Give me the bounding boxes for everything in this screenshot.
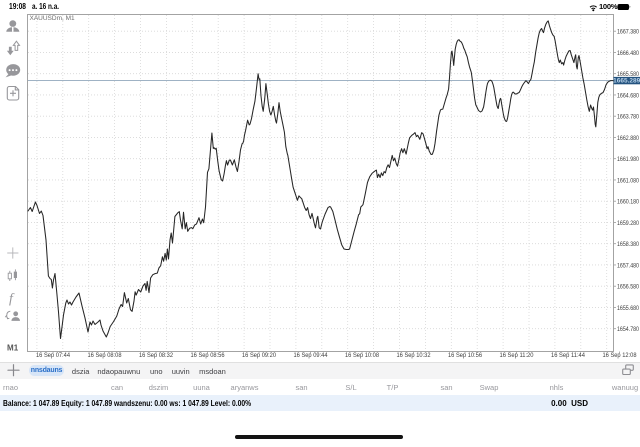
svg-text:1655.680: 1655.680 <box>617 305 639 312</box>
svg-text:16 Sep 10:08: 16 Sep 10:08 <box>345 352 379 359</box>
svg-text:1665.289: 1665.289 <box>613 78 640 85</box>
svg-text:16 Sep 08:56: 16 Sep 08:56 <box>191 352 225 359</box>
svg-text:1665.580: 1665.580 <box>617 71 639 78</box>
svg-text:16 Sep 08:08: 16 Sep 08:08 <box>88 352 122 359</box>
svg-text:16 Sep 07:44: 16 Sep 07:44 <box>36 352 70 359</box>
svg-text:16 Sep 11:44: 16 Sep 11:44 <box>551 352 585 359</box>
svg-text:1662.880: 1662.880 <box>617 135 639 142</box>
svg-text:1657.480: 1657.480 <box>617 262 639 269</box>
svg-text:1656.580: 1656.580 <box>617 284 639 291</box>
svg-text:16 Sep 10:56: 16 Sep 10:56 <box>448 352 482 359</box>
svg-text:16 Sep 09:20: 16 Sep 09:20 <box>242 352 276 359</box>
svg-text:1661.980: 1661.980 <box>617 156 639 163</box>
svg-text:1661.080: 1661.080 <box>617 177 639 184</box>
svg-text:1660.180: 1660.180 <box>617 199 639 206</box>
svg-text:16 Sep 09:44: 16 Sep 09:44 <box>294 352 328 359</box>
svg-text:M1: M1 <box>7 344 19 353</box>
svg-text:1664.680: 1664.680 <box>617 92 639 99</box>
svg-text:1666.480: 1666.480 <box>617 50 639 57</box>
svg-text:1659.280: 1659.280 <box>617 220 639 227</box>
svg-text:16 Sep 11:20: 16 Sep 11:20 <box>500 352 534 359</box>
svg-text:16 Sep 08:32: 16 Sep 08:32 <box>139 352 173 359</box>
svg-text:16 Sep 10:32: 16 Sep 10:32 <box>397 352 431 359</box>
svg-text:f: f <box>9 292 15 307</box>
svg-text:1654.780: 1654.780 <box>617 326 639 333</box>
svg-text:XAUUSDm, M1: XAUUSDm, M1 <box>30 15 76 22</box>
svg-text:1667.380: 1667.380 <box>617 29 639 36</box>
svg-text:1663.780: 1663.780 <box>617 114 639 121</box>
svg-text:16 Sep 12:08: 16 Sep 12:08 <box>603 352 637 359</box>
svg-text:1658.380: 1658.380 <box>617 241 639 248</box>
